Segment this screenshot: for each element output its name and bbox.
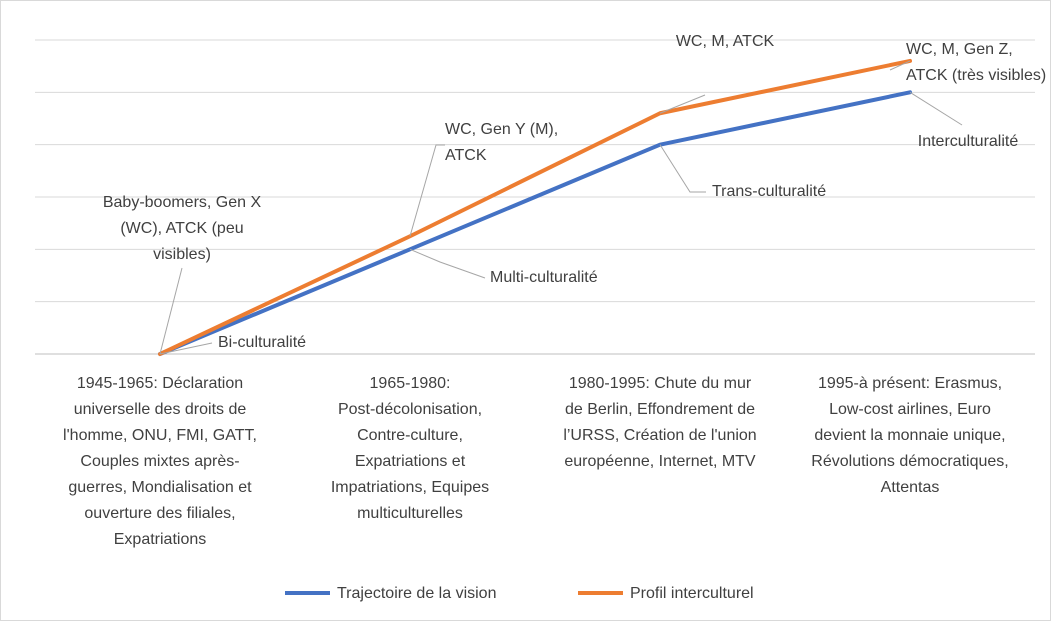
annotation: Trans-culturalité — [712, 183, 827, 200]
annotation-leader — [409, 248, 486, 279]
annotation: WC, M, ATCK — [675, 33, 775, 50]
annotation-leader — [409, 144, 445, 237]
annotation: Bi-culturalité — [218, 334, 307, 351]
annotation: Interculturalité — [917, 133, 1019, 150]
annotation: WC, M, Gen Z, ATCK (très visibles) — [906, 41, 1047, 84]
legend-label: Profil interculturel — [630, 585, 754, 602]
legend-label: Trajectoire de la vision — [337, 585, 496, 602]
series-line — [158, 58, 912, 356]
annotation-leader — [889, 60, 911, 71]
annotation-leader — [659, 144, 706, 193]
x-tick-label: 1980-1995: Chute du mur de Berlin, Effon… — [563, 375, 757, 470]
series-line — [158, 90, 912, 356]
x-tick-label: 1945-1965: Déclaration universelle des d… — [63, 375, 257, 548]
annotation: Multi-culturalité — [490, 269, 598, 286]
x-tick-label: 1995-à présent: Erasmus, Low-cost airlin… — [811, 375, 1009, 496]
annotation-leader — [159, 267, 183, 355]
annotation-leader — [659, 94, 706, 114]
annotation: Baby-boomers, Gen X (WC), ATCK (peu visi… — [102, 194, 262, 263]
annotation: WC, Gen Y (M), ATCK — [445, 121, 559, 164]
x-tick-label: 1965-1980: Post-décolonisation, Contre-c… — [330, 375, 490, 522]
annotation-leader — [159, 342, 213, 355]
annotation-leader — [909, 91, 963, 126]
